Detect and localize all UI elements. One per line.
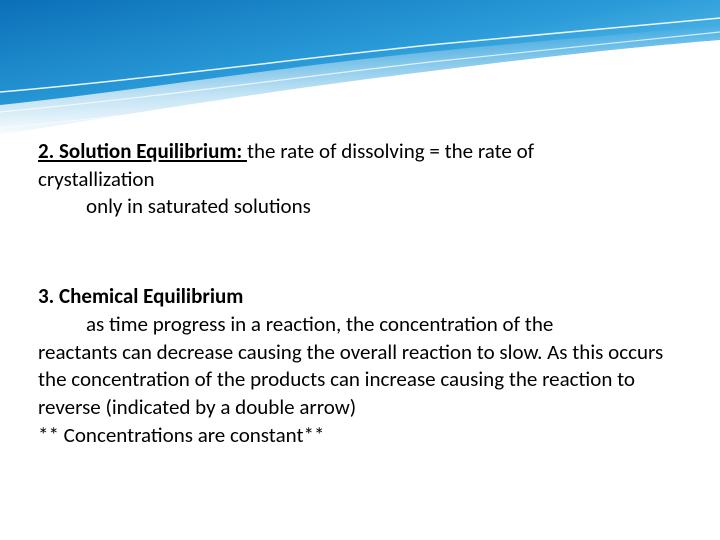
section-gap [38,253,682,283]
section-solution-equilibrium: 2. Solution Equilibrium: the rate of dis… [38,138,682,221]
section-chemical-equilibrium: 3. Chemical Equilibrium as time progress… [38,283,682,449]
section3-body1: reactants can decrease causing the overa… [38,339,682,422]
section2-body2: crystallization [38,166,682,194]
section3-note: ** Concentrations are constant** [38,422,682,450]
slide-content: 2. Solution Equilibrium: the rate of dis… [38,138,682,481]
section2-body: the rate of dissolving = the rate of [247,138,534,164]
section2-heading: 2. Solution Equilibrium: [38,138,247,164]
section2-line1: 2. Solution Equilibrium: the rate of dis… [38,138,682,166]
section3-sub1: as time progress in a reaction, the conc… [86,311,553,337]
section2-sub: only in saturated solutions [38,193,682,221]
section3-heading: 3. Chemical Equilibrium [38,283,243,309]
section3-firstline-wrap: as time progress in a reaction, the conc… [38,311,682,339]
